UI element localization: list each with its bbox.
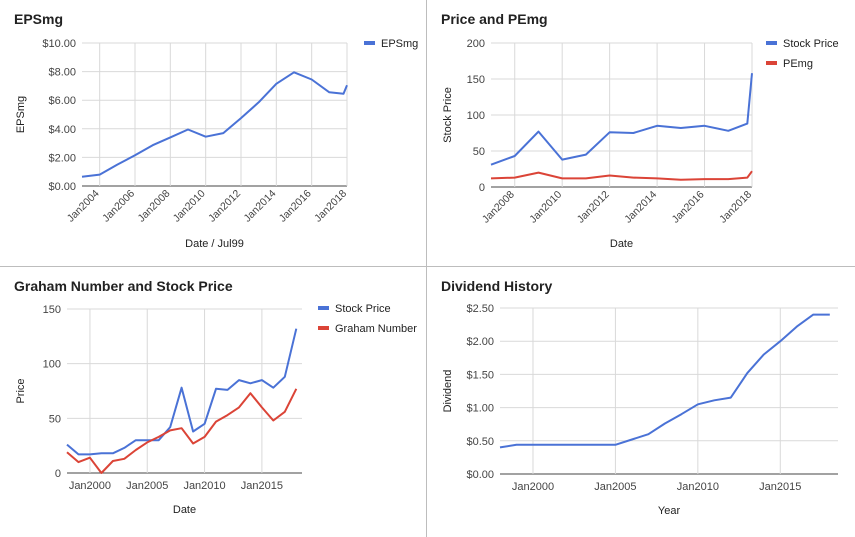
x-tick-label: Jan2012 <box>206 188 243 225</box>
y-tick-label: $6.00 <box>48 95 76 107</box>
y-tick-label: $2.00 <box>48 152 76 164</box>
chart-title: EPSmg <box>14 11 64 27</box>
legend-label: Stock Price <box>335 303 391 315</box>
legend-swatch <box>766 61 777 65</box>
x-tick-label: Jan2012 <box>575 189 612 226</box>
chart-svg-eps: $0.00$2.00$4.00$6.00$8.00$10.00Jan2004Ja… <box>15 38 418 250</box>
chart-title: Dividend History <box>441 278 553 294</box>
y-tick-label: 150 <box>467 74 485 86</box>
y-axis-title: Dividend <box>442 370 454 413</box>
x-tick-label: Jan2000 <box>69 480 111 492</box>
y-tick-label: $8.00 <box>48 67 76 79</box>
x-axis-title: Date / Jul99 <box>185 238 244 250</box>
chart-title: Graham Number and Stock Price <box>14 278 233 294</box>
y-tick-label: 150 <box>43 304 61 316</box>
series-line <box>66 328 298 456</box>
y-axis-title: EPSmg <box>15 96 27 133</box>
y-tick-label: $0.50 <box>466 436 494 448</box>
x-axis-title: Year <box>658 505 681 517</box>
y-tick-label: $4.00 <box>48 124 76 136</box>
x-tick-label: Jan2008 <box>480 189 517 226</box>
series-line <box>81 71 348 178</box>
legend-label: PEmg <box>783 58 813 70</box>
y-tick-label: $0.00 <box>48 181 76 193</box>
x-tick-label: Jan2018 <box>717 189 754 226</box>
legend-swatch <box>318 326 329 330</box>
x-tick-label: Jan2014 <box>622 189 659 226</box>
y-tick-label: 0 <box>479 182 485 194</box>
y-tick-label: 50 <box>49 413 61 425</box>
chart-panel-eps: EPSmg $0.00 $2.00 $4.00 $6.00 $8.00 $10.00 Jan… <box>0 0 427 267</box>
legend-swatch <box>318 306 329 310</box>
y-tick-label: $2.00 <box>466 336 494 348</box>
x-tick-label: Jan2010 <box>527 189 564 226</box>
x-tick-label: Jan2006 <box>100 188 137 225</box>
chart-panel-price-pe: Price and PEmg 0 50 100 150 200 Jan2008 Jan201… <box>427 0 855 267</box>
x-tick-label: Jan2015 <box>759 481 801 493</box>
chart-title: Price and PEmg <box>441 11 548 27</box>
legend-label: EPSmg <box>381 38 418 50</box>
x-tick-label: Jan2014 <box>241 188 278 225</box>
x-tick-label: Jan2016 <box>670 189 707 226</box>
y-tick-label: $2.50 <box>466 303 494 315</box>
x-tick-label: Jan2010 <box>677 481 719 493</box>
x-tick-label: Jan2015 <box>241 480 283 492</box>
y-tick-label: 200 <box>467 38 485 50</box>
legend-swatch <box>766 41 777 45</box>
y-tick-label: $1.00 <box>466 403 494 415</box>
y-tick-label: 100 <box>43 359 61 371</box>
y-tick-label: 100 <box>467 110 485 122</box>
chart-panel-graham: Graham Number and Stock Price 0 50 100 150 J… <box>0 267 427 537</box>
series-line <box>499 313 830 449</box>
x-tick-label: Jan2004 <box>65 188 102 225</box>
y-tick-label: $0.00 <box>466 469 494 481</box>
x-tick-label: Jan2000 <box>512 481 554 493</box>
chart-panel-dividend: Dividend History $0.00 $0.50 $1.00 $1.50 $2.… <box>427 267 855 537</box>
x-tick-label: Jan2005 <box>126 480 168 492</box>
chart-svg-dividend: $0.00 $0.50 $1.00 $1.50 $2.00 $2.50 Jan2000 Jan… <box>442 303 838 517</box>
y-tick-label: 50 <box>473 146 485 158</box>
x-axis-title: Date <box>610 238 633 250</box>
x-tick-label: Jan2010 <box>183 480 225 492</box>
series-line <box>490 170 753 181</box>
y-tick-label: 0 <box>55 468 61 480</box>
x-tick-label: Jan2005 <box>594 481 636 493</box>
series-line <box>490 73 753 166</box>
y-tick-label: $1.50 <box>466 369 494 381</box>
x-tick-label: Jan2010 <box>171 188 208 225</box>
series-line <box>66 388 298 474</box>
x-tick-label: Jan2018 <box>312 188 349 225</box>
legend-swatch <box>364 41 375 45</box>
y-tick-label: $10.00 <box>42 38 76 50</box>
y-axis-title: Stock Price <box>442 87 454 143</box>
chart-svg-price-pe: 0 50 100 150 200 Jan2008 Jan2010 Jan2012 Jan2014… <box>442 38 839 250</box>
chart-svg-graham: 0 50 100 150 Jan2000 Jan2005 Jan2010 Jan2015 Dat… <box>15 303 417 516</box>
x-tick-label: Jan2016 <box>277 188 314 225</box>
x-tick-label: Jan2008 <box>135 188 172 225</box>
x-axis-title: Date <box>173 504 196 516</box>
y-axis-title: Price <box>15 378 27 403</box>
legend-label: Graham Number <box>335 323 417 335</box>
legend-label: Stock Price <box>783 38 839 50</box>
